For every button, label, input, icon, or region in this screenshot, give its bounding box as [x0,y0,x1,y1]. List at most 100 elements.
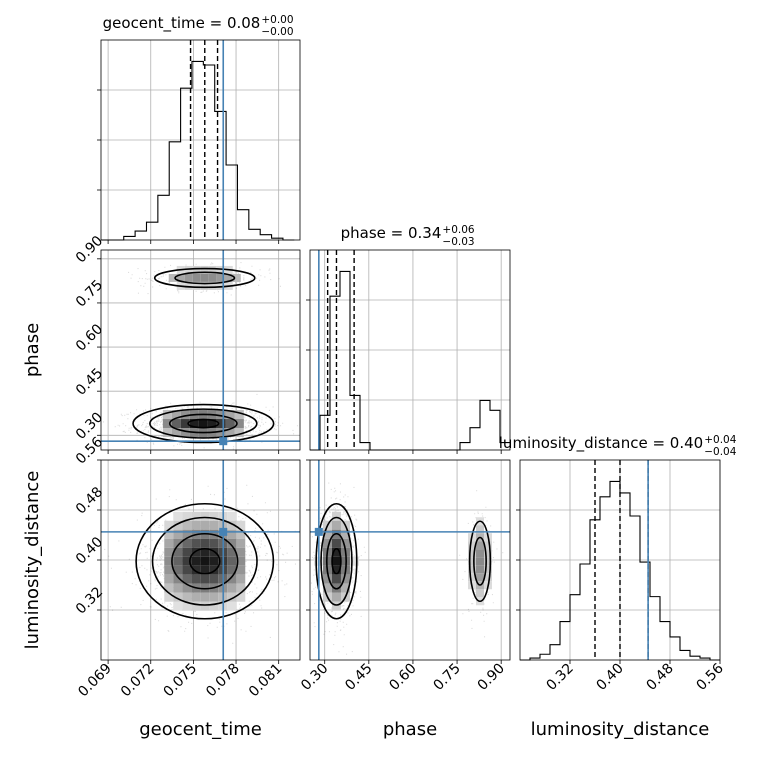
density-cell [476,573,484,582]
x-axis-label-geocent_time: geocent_time [139,719,262,740]
density-cell [192,265,201,274]
title-text: luminosity_distance = 0.40 [499,434,703,453]
density-cell [191,565,201,575]
histogram-geocent_time [101,60,295,241]
density-cell [209,565,219,575]
density-cell [468,557,476,566]
density-cell [227,574,237,584]
contour [149,408,258,439]
x-axis-label-phase: phase [383,719,437,740]
density-cell [236,520,246,530]
density-cell [331,601,341,611]
x-tick-label: 0.30 [298,661,331,694]
panel-hist-luminosity_distance: luminosity_distance = 0.40 +0.04−0.04 [499,434,737,661]
title-text: geocent_time = 0.08 [103,14,261,33]
density-cell [164,565,174,575]
density-cell [227,565,237,575]
density-cell [180,419,190,429]
density-cell [182,511,192,521]
density-cell [191,547,201,557]
title-sub: −0.04 [704,446,736,458]
density-cell [227,520,237,530]
density-cell [173,529,183,539]
x-tick-label: 0.56 [693,660,726,693]
panel-hist-geocent_time: geocent_time = 0.08 +0.00−0.00 [97,14,301,241]
x-axis-label-luminosity_distance: luminosity_distance [531,719,710,740]
density-cell [191,601,201,611]
density-cell [468,549,476,558]
density-cell [191,538,201,548]
density-cell [200,511,210,521]
density-cell [164,556,174,566]
title-sup: +0.00 [261,14,293,26]
density-cell [331,547,341,557]
density-cell [340,583,350,593]
density-cell [227,601,237,611]
density-cell [331,556,341,566]
histogram-phase [310,270,510,451]
contour [468,520,492,603]
density-cell [168,273,177,282]
density-cell [331,574,341,584]
density-cell [227,583,237,593]
density-cell [182,547,192,557]
density-cell [225,419,235,429]
density-cell [208,265,217,274]
x-tick-label: 0.069 [75,661,115,701]
density-cell [227,538,237,548]
density-cell [173,592,183,602]
density-cell [182,592,192,602]
density-cell [209,574,219,584]
density-cell [164,529,174,539]
density-cell [200,281,209,290]
contour [315,502,358,620]
density-cell [191,556,201,566]
density-cell [200,565,210,575]
density-cell [476,525,484,534]
density-cell [184,281,193,290]
density-cell [182,529,192,539]
contour [174,271,236,285]
density-cell [216,428,226,438]
density-cell [484,541,492,550]
density-cell [209,601,219,611]
density-cell [192,273,201,282]
density-cell [331,538,341,548]
y-axis-label-phase: phase [22,323,43,377]
density-cell [180,410,190,420]
density-cell [200,556,210,566]
frame [100,39,301,241]
title-sub: −0.00 [261,26,293,38]
density-cell [162,428,172,438]
density-cell [189,419,199,429]
density-cell [236,538,246,548]
contour [187,418,220,429]
density-cell [209,556,219,566]
density-cell [331,565,341,575]
density-cell [484,557,492,566]
density-cell [182,556,192,566]
panel-content [310,460,510,660]
density-cell [216,265,225,274]
panel-content [101,250,300,450]
density-cell [484,549,492,558]
x-tick-label: 0.081 [246,661,286,701]
title-phase: phase = 0.34 +0.06−0.03 [341,224,475,248]
truth-marker [219,527,228,536]
density-cell [184,273,193,282]
density-cell [349,556,359,566]
density-cell [227,556,237,566]
density-cell [227,511,237,521]
density-cell [171,419,181,429]
density-cell [331,520,341,530]
density-cell [162,410,172,420]
x-tick-label: 0.45 [342,661,375,694]
x-tick-label: 0.60 [386,661,419,694]
density-cell [198,419,208,429]
contour [153,267,256,289]
truth-marker [314,527,323,536]
density-cell [476,565,484,574]
density-cell [476,541,484,550]
density-cell [184,265,193,274]
